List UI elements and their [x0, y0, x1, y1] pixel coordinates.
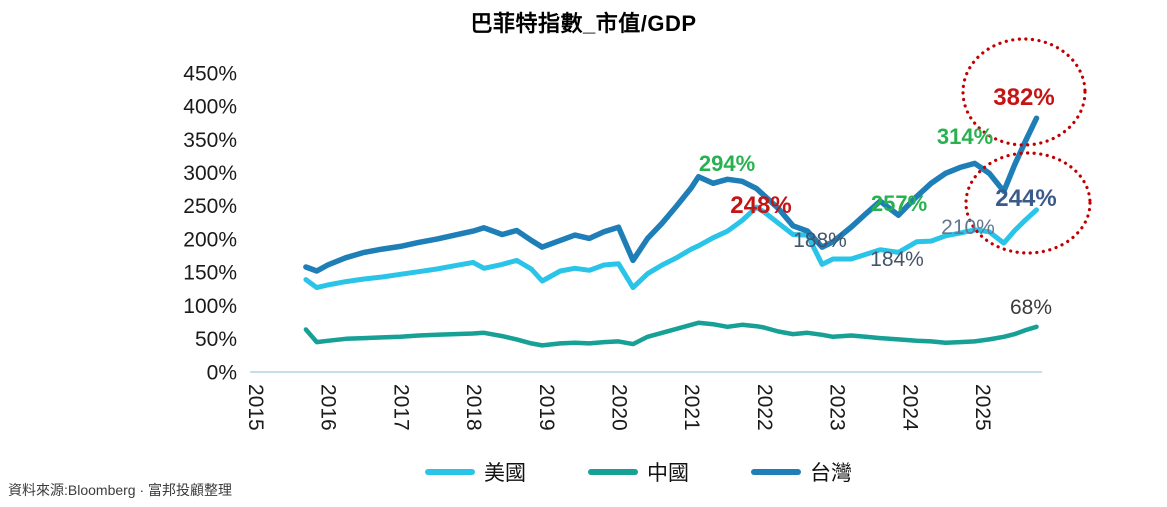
x-tick-label: 2021 [680, 384, 703, 431]
annotation-244%: 244% [995, 185, 1056, 212]
y-tick-label: 250% [183, 195, 237, 218]
y-tick-label: 450% [183, 62, 237, 85]
annotation-314%: 314% [937, 124, 993, 149]
x-tick-label: 2016 [317, 384, 340, 431]
y-tick-label: 150% [183, 262, 237, 285]
annotation-68%: 68% [1010, 296, 1052, 319]
legend-label-china: 中國 [647, 462, 689, 485]
annotation-188%: 188% [793, 229, 847, 252]
legend-item-taiwan: 台灣 [751, 457, 852, 487]
legend-label-us: 美國 [484, 462, 526, 485]
chart-title: 巴菲特指數_市值/GDP [470, 11, 697, 36]
annotation-382%: 382% [993, 84, 1054, 111]
line-us [303, 204, 1039, 291]
annotation-294%: 294% [699, 151, 755, 176]
annotation-257%: 257% [871, 191, 927, 216]
legend-item-us: 美國 [425, 457, 526, 487]
y-tick-label: 0% [207, 361, 237, 384]
x-tick-label: 2017 [389, 384, 412, 431]
x-tick-label: 2015 [244, 384, 267, 431]
highlight-ellipse-1 [961, 37, 1087, 147]
legend-label-taiwan: 台灣 [810, 462, 852, 485]
annotation-184%: 184% [870, 248, 924, 271]
y-tick-label: 100% [183, 295, 237, 318]
y-tick-label: 200% [183, 228, 237, 251]
line-china [303, 320, 1039, 348]
legend-swatch-china [588, 469, 638, 475]
x-tick-label: 2018 [462, 384, 485, 431]
y-tick-label: 50% [195, 328, 237, 351]
chart-legend: 美國 中國 台灣 [425, 457, 852, 487]
x-tick-label: 2022 [753, 384, 776, 431]
y-tick-label: 300% [183, 162, 237, 185]
legend-swatch-us [425, 469, 475, 475]
x-tick-label: 2025 [971, 384, 994, 431]
y-tick-label: 400% [183, 96, 237, 119]
x-tick-label: 2024 [898, 384, 921, 431]
annotation-210%: 210% [941, 216, 995, 239]
legend-swatch-taiwan [751, 469, 801, 475]
x-tick-label: 2019 [535, 384, 558, 431]
x-tick-label: 2023 [826, 384, 849, 431]
annotation-248%: 248% [730, 192, 791, 219]
highlight-ellipse-2 [964, 151, 1092, 255]
y-tick-label: 350% [183, 129, 237, 152]
legend-item-china: 中國 [588, 457, 689, 487]
source-note: 資料來源:Bloomberg · 富邦投顧整理 [8, 482, 233, 498]
line-taiwan [303, 115, 1040, 274]
x-tick-label: 2020 [608, 384, 631, 431]
